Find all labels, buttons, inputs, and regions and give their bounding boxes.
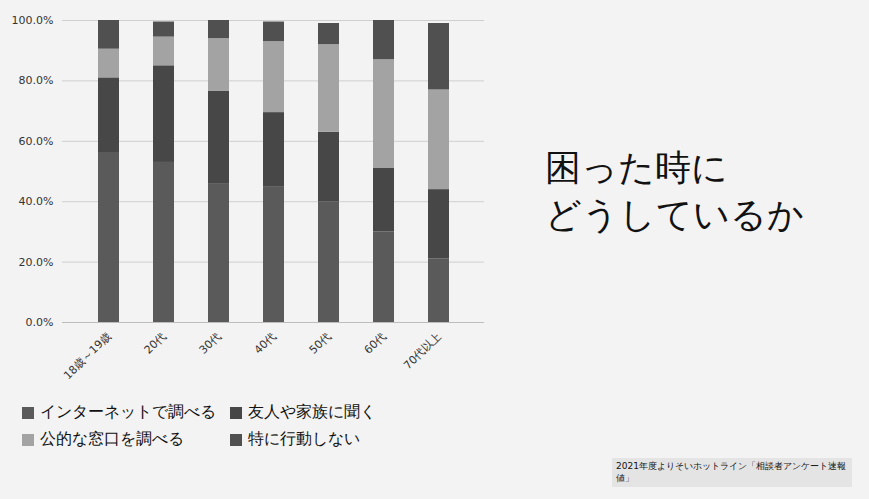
html-text:2021年度よりそいホットライン「相談者アンケート速報値」: 2021年度よりそいホットライン「相談者アンケート速報値」 (616, 461, 846, 483)
svg-text:30代: 30代 (197, 330, 224, 357)
svg-text:20.0%: 20.0% (19, 256, 54, 269)
html-text:特に行動しない: 特に行動しない (248, 429, 360, 448)
svg-text:100.0%: 100.0% (12, 14, 54, 27)
svg-text:40.0%: 40.0% (19, 195, 54, 208)
html-text:公的な窓口を調べる: 公的な窓口を調べる (40, 429, 184, 448)
svg-text:40代: 40代 (252, 330, 279, 357)
svg-text:80.0%: 80.0% (19, 74, 54, 87)
svg-text:20代: 20代 (142, 330, 169, 357)
svg-text:18歳～19歳: 18歳～19歳 (61, 330, 113, 382)
svg-text:60.0%: 60.0% (19, 135, 54, 148)
html-text:困った時に どうしているか: 困った時に どうしているか (545, 147, 804, 235)
svg-text:50代: 50代 (307, 330, 334, 357)
svg-text:0.0%: 0.0% (26, 316, 54, 329)
svg-text:60代: 60代 (362, 330, 389, 357)
svg-text:70代以上: 70代以上 (401, 330, 443, 372)
html-text:インターネットで調べる: インターネットで調べる (40, 402, 216, 421)
html-text:友人や家族に聞く: 友人や家族に聞く (248, 402, 376, 421)
